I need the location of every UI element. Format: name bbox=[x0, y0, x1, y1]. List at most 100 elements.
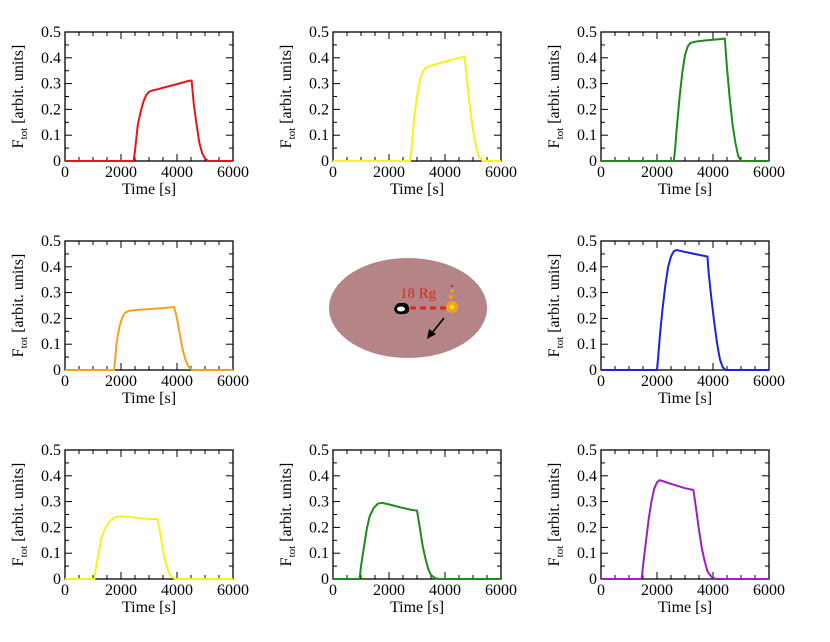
y-tick-label: 0.3 bbox=[41, 76, 61, 93]
y-axis-label-main: F bbox=[10, 139, 27, 148]
y-axis-label-sub: tot bbox=[286, 546, 298, 558]
y-axis-label-sub: tot bbox=[554, 337, 566, 349]
x-axis-label: Time [s] bbox=[658, 390, 712, 407]
x-tick-label: 2000 bbox=[373, 582, 405, 599]
direction-arrow-head-icon bbox=[427, 329, 436, 339]
x-tick-label: 0 bbox=[597, 164, 605, 181]
hot-spot-core bbox=[449, 304, 455, 310]
y-tick-label: 0.4 bbox=[577, 259, 597, 276]
x-tick-label: 6000 bbox=[753, 373, 785, 390]
x-tick-label: 6000 bbox=[753, 164, 785, 181]
y-tick-label: 0.1 bbox=[577, 127, 597, 144]
panel-5: 0 2000 4000 6000 0 0.1 0.2 0.3 0.4 0.5 Time [s] Fto… bbox=[546, 233, 785, 407]
x-tick-label: 4000 bbox=[161, 164, 193, 181]
x-tick-label: 2000 bbox=[105, 373, 137, 390]
x-axis-label: Time [s] bbox=[390, 599, 444, 616]
x-tick-label: 4000 bbox=[161, 373, 193, 390]
x-tick-label: 4000 bbox=[429, 164, 461, 181]
x-tick-label: 6000 bbox=[753, 582, 785, 599]
y-axis-label-main: F bbox=[278, 139, 295, 148]
x-tick-label: 4000 bbox=[697, 373, 729, 390]
y-tick-label: 0.3 bbox=[309, 494, 329, 511]
panel-8: 0 2000 4000 6000 0 0.1 0.2 0.3 0.4 0.5 Time [s] Fto… bbox=[546, 442, 785, 616]
y-axis-label: Ftot [arbit. units] bbox=[278, 45, 298, 149]
panel-6: 0 2000 4000 6000 0 0.1 0.2 0.3 0.4 0.5 Time [s] Fto… bbox=[10, 442, 249, 616]
y-tick-label: 0 bbox=[53, 571, 61, 588]
y-axis-label-units: [arbit. units] bbox=[278, 463, 295, 546]
y-tick-label: 0.2 bbox=[309, 519, 329, 536]
x-tick-label: 6000 bbox=[217, 373, 249, 390]
flux-curve bbox=[333, 501, 501, 580]
y-axis-label-sub: tot bbox=[18, 337, 30, 349]
flux-curve bbox=[333, 55, 501, 162]
plot-frame bbox=[64, 240, 234, 371]
y-axis-label: Ftot [arbit. units] bbox=[546, 463, 566, 567]
flux-curve bbox=[601, 249, 769, 371]
y-tick-label: 0 bbox=[589, 362, 597, 379]
y-tick-label: 0 bbox=[53, 362, 61, 379]
x-tick-label: 4000 bbox=[161, 582, 193, 599]
y-axis-label: Ftot [arbit. units] bbox=[10, 45, 30, 149]
x-axis-label: Time [s] bbox=[390, 181, 444, 198]
x-tick-label: 6000 bbox=[217, 582, 249, 599]
y-tick-label: 0 bbox=[321, 153, 329, 170]
y-tick-label: 0.5 bbox=[309, 442, 329, 459]
y-axis-label-units: [arbit. units] bbox=[546, 45, 563, 128]
y-axis-label: Ftot [arbit. units] bbox=[546, 254, 566, 358]
flux-curve bbox=[601, 479, 769, 580]
panel-4: 0 2000 4000 6000 0 0.1 0.2 0.3 0.4 0.5 Time [s] Fto… bbox=[10, 233, 249, 407]
y-tick-label: 0.1 bbox=[577, 336, 597, 353]
y-tick-label: 0.1 bbox=[41, 127, 61, 144]
y-tick-label: 0.2 bbox=[41, 101, 61, 118]
y-tick-label: 0.2 bbox=[309, 101, 329, 118]
flux-curve bbox=[65, 79, 233, 162]
y-tick-label: 0.3 bbox=[309, 76, 329, 93]
plot-frame bbox=[600, 240, 770, 371]
y-axis-label-sub: tot bbox=[18, 128, 30, 140]
y-tick-label: 0.5 bbox=[41, 24, 61, 41]
y-axis-label-units: [arbit. units] bbox=[10, 254, 27, 337]
y-tick-label: 0.3 bbox=[577, 76, 597, 93]
panel-2: 0 2000 4000 6000 0 0.1 0.2 0.3 0.4 0.5 Time [s] Fto… bbox=[278, 24, 517, 198]
y-tick-label: 0.3 bbox=[577, 494, 597, 511]
y-axis-label-units: [arbit. units] bbox=[278, 45, 295, 128]
y-tick-label: 0.5 bbox=[309, 24, 329, 41]
y-axis-label: Ftot [arbit. units] bbox=[546, 45, 566, 149]
y-tick-label: 0 bbox=[321, 571, 329, 588]
panel-7: 0 2000 4000 6000 0 0.1 0.2 0.3 0.4 0.5 Time [s] Fto… bbox=[278, 442, 517, 616]
y-tick-label: 0.1 bbox=[41, 336, 61, 353]
y-tick-label: 0.4 bbox=[41, 50, 61, 67]
x-tick-label: 0 bbox=[329, 164, 337, 181]
y-tick-label: 0.3 bbox=[41, 285, 61, 302]
y-tick-label: 0.2 bbox=[577, 101, 597, 118]
y-axis-label-units: [arbit. units] bbox=[10, 45, 27, 128]
x-tick-label: 2000 bbox=[641, 164, 673, 181]
x-tick-label: 0 bbox=[597, 582, 605, 599]
plot-frame bbox=[600, 449, 770, 580]
y-tick-label: 0.3 bbox=[41, 494, 61, 511]
x-tick-label: 0 bbox=[597, 373, 605, 390]
y-axis-label: Ftot [arbit. units] bbox=[10, 254, 30, 358]
y-axis-label-sub: tot bbox=[554, 128, 566, 140]
y-tick-label: 0.4 bbox=[577, 468, 597, 485]
y-tick-label: 0.2 bbox=[577, 310, 597, 327]
x-axis-label: Time [s] bbox=[122, 181, 176, 198]
y-axis-label-main: F bbox=[546, 557, 563, 566]
y-tick-label: 0 bbox=[589, 153, 597, 170]
y-tick-label: 0.4 bbox=[577, 50, 597, 67]
y-axis-label: Ftot [arbit. units] bbox=[10, 463, 30, 567]
y-tick-label: 0.4 bbox=[41, 468, 61, 485]
x-tick-label: 6000 bbox=[217, 164, 249, 181]
x-tick-label: 2000 bbox=[373, 164, 405, 181]
plot-frame bbox=[600, 31, 770, 162]
x-tick-label: 0 bbox=[61, 164, 69, 181]
direction-arrow-shaft bbox=[431, 317, 445, 334]
y-tick-label: 0.1 bbox=[41, 545, 61, 562]
plot-frame bbox=[64, 31, 234, 162]
flux-curve bbox=[65, 306, 233, 371]
y-axis-label: Ftot [arbit. units] bbox=[278, 463, 298, 567]
x-axis-label: Time [s] bbox=[658, 181, 712, 198]
y-tick-label: 0.4 bbox=[41, 259, 61, 276]
y-axis-label-main: F bbox=[546, 139, 563, 148]
